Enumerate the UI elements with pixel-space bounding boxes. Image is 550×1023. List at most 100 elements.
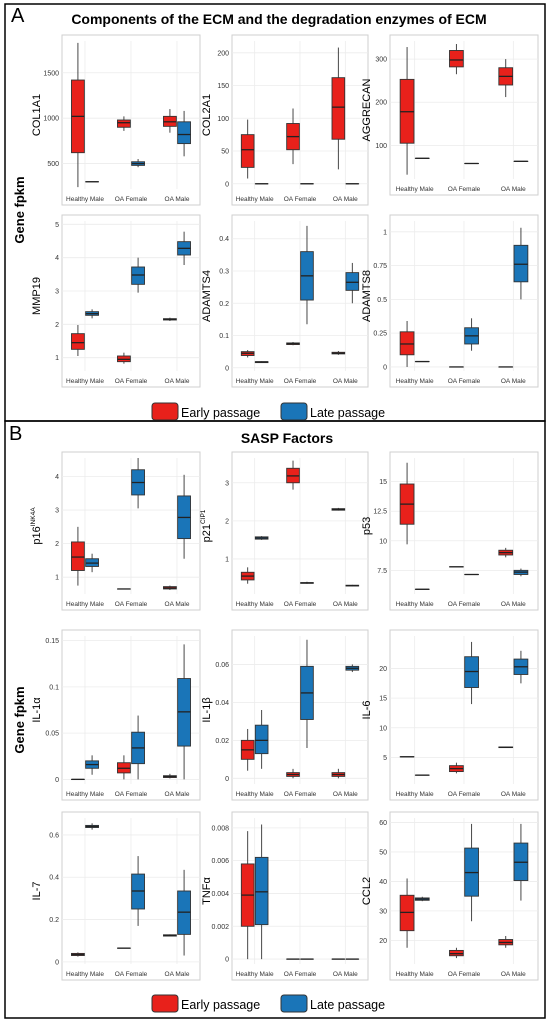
- box-body: [345, 272, 360, 291]
- box-early: [163, 585, 177, 590]
- x-category-label: Healthy Male: [396, 601, 434, 608]
- box-early: [449, 762, 464, 774]
- box-late: [131, 458, 145, 509]
- y-tick-label: 0: [225, 957, 229, 964]
- legend-panel-b: Early passage Late passage: [151, 994, 385, 1013]
- y-tick-label: 0.05: [45, 731, 59, 738]
- box-late: [254, 536, 269, 540]
- x-category-label: OA Female: [115, 196, 148, 203]
- y-tick-label: 0.15: [45, 638, 59, 645]
- y-axis-label: ADAMTS8: [361, 270, 373, 322]
- x-category-label: OA Female: [448, 378, 481, 385]
- box-late: [85, 823, 99, 830]
- y-tick-label: 20: [379, 666, 387, 673]
- box-late: [85, 755, 99, 775]
- x-category-label: OA Male: [501, 378, 526, 385]
- x-category-label: Healthy Male: [66, 378, 104, 385]
- box-late: [177, 644, 191, 780]
- y-tick-label: 2: [55, 541, 59, 548]
- y-tick-label: 20: [379, 938, 387, 945]
- y-tick-label: 0.1: [49, 684, 59, 691]
- x-category-label: Healthy Male: [66, 791, 104, 798]
- y-tick-label: 1000: [43, 116, 59, 123]
- y-tick-label: 30: [379, 908, 387, 915]
- box-late: [131, 856, 145, 926]
- box-early: [163, 773, 177, 779]
- y-tick-label: 0.3: [219, 269, 229, 276]
- y-tick-label: 0.25: [373, 331, 387, 338]
- x-category-label: Healthy Male: [66, 196, 104, 203]
- legend-early-swatch: [151, 402, 179, 421]
- y-axis-label: IL-1α: [31, 697, 43, 723]
- x-category-label: Healthy Male: [236, 196, 274, 203]
- box-late: [300, 581, 314, 584]
- x-category-label: OA Female: [448, 971, 481, 978]
- x-category-label: OA Male: [501, 791, 526, 798]
- box-body: [131, 266, 145, 285]
- box-early: [71, 952, 85, 957]
- box-early: [498, 746, 514, 749]
- x-category-label: OA Male: [333, 378, 358, 385]
- x-category-label: OA Male: [501, 601, 526, 608]
- x-category-label: OA Male: [333, 196, 358, 203]
- y-axis-label: ADAMTS4: [201, 270, 213, 322]
- box-body: [254, 724, 269, 755]
- y-tick-label: 15: [379, 696, 387, 703]
- subplot-adamts8: 0 0.25 0.5 0.75 1 Healthy Male OA Female OA Mal…: [361, 214, 539, 388]
- y-axis-label: IL-7: [31, 882, 43, 901]
- y-tick-label: 200: [375, 100, 387, 107]
- y-tick-label: 0.5: [377, 297, 387, 304]
- box-late: [513, 650, 529, 684]
- y-tick-label: 4: [55, 255, 59, 262]
- subplot-mmp19: 1 2 3 4 5 Healthy Male OA Female OA Male MMP19: [31, 214, 201, 388]
- box-early: [286, 341, 300, 346]
- box-late: [414, 896, 430, 902]
- x-category-label: Healthy Male: [236, 971, 274, 978]
- subplot-p21: 1 2 3 Healthy Male OA Female OA Male p21CIP1: [200, 451, 369, 611]
- y-axis-label: MMP19: [31, 277, 43, 315]
- y-tick-label: 1: [55, 575, 59, 582]
- subplot-p16: 1 2 3 4 Healthy Male OA Female OA Male p16INK4A: [30, 451, 201, 611]
- box-late: [177, 110, 191, 157]
- box-early: [163, 934, 177, 937]
- box-body: [240, 134, 255, 168]
- y-tick-label: 3: [225, 480, 229, 487]
- box-early: [71, 42, 85, 188]
- box-early: [331, 351, 346, 355]
- y-axis-label: p21CIP1: [200, 509, 213, 542]
- box-late: [254, 824, 269, 960]
- legend-late-swatch: [280, 994, 308, 1013]
- box-late: [513, 823, 529, 901]
- x-category-label: OA Female: [448, 601, 481, 608]
- y-tick-label: 2: [55, 322, 59, 329]
- y-tick-label: 0: [225, 365, 229, 372]
- y-tick-label: 0.4: [49, 875, 59, 882]
- box-body: [71, 333, 85, 350]
- box-body: [71, 541, 85, 571]
- box-late: [464, 823, 479, 922]
- subplot-p53: 7.5 10 12.5 15 Healthy Male OA Female OA Male p…: [361, 451, 539, 611]
- y-tick-label: 50: [221, 149, 229, 156]
- y-tick-label: 1500: [43, 70, 59, 77]
- y-tick-label: 0.004: [211, 891, 229, 898]
- panel-a-title: Components of the ECM and the degradatio…: [71, 11, 486, 27]
- box-late: [177, 231, 191, 265]
- box-early: [117, 755, 131, 780]
- y-axis-label: p53: [361, 517, 373, 535]
- y-tick-label: 7.5: [377, 568, 387, 575]
- y-tick-label: 500: [47, 161, 59, 168]
- y-axis-label: p16INK4A: [30, 507, 43, 545]
- box-body: [331, 77, 346, 140]
- y-tick-label: 1: [55, 355, 59, 362]
- box-body: [399, 331, 415, 356]
- y-axis-label: IL-1β: [201, 697, 213, 722]
- y-tick-label: 10: [379, 538, 387, 545]
- box-early: [498, 547, 514, 558]
- y-tick-label: 0.04: [215, 700, 229, 707]
- y-tick-label: 60: [379, 820, 387, 827]
- box-early: [71, 325, 85, 356]
- y-tick-label: 0.06: [215, 662, 229, 669]
- x-category-label: OA Male: [165, 196, 190, 203]
- box-early: [163, 317, 177, 321]
- box-early: [71, 526, 85, 586]
